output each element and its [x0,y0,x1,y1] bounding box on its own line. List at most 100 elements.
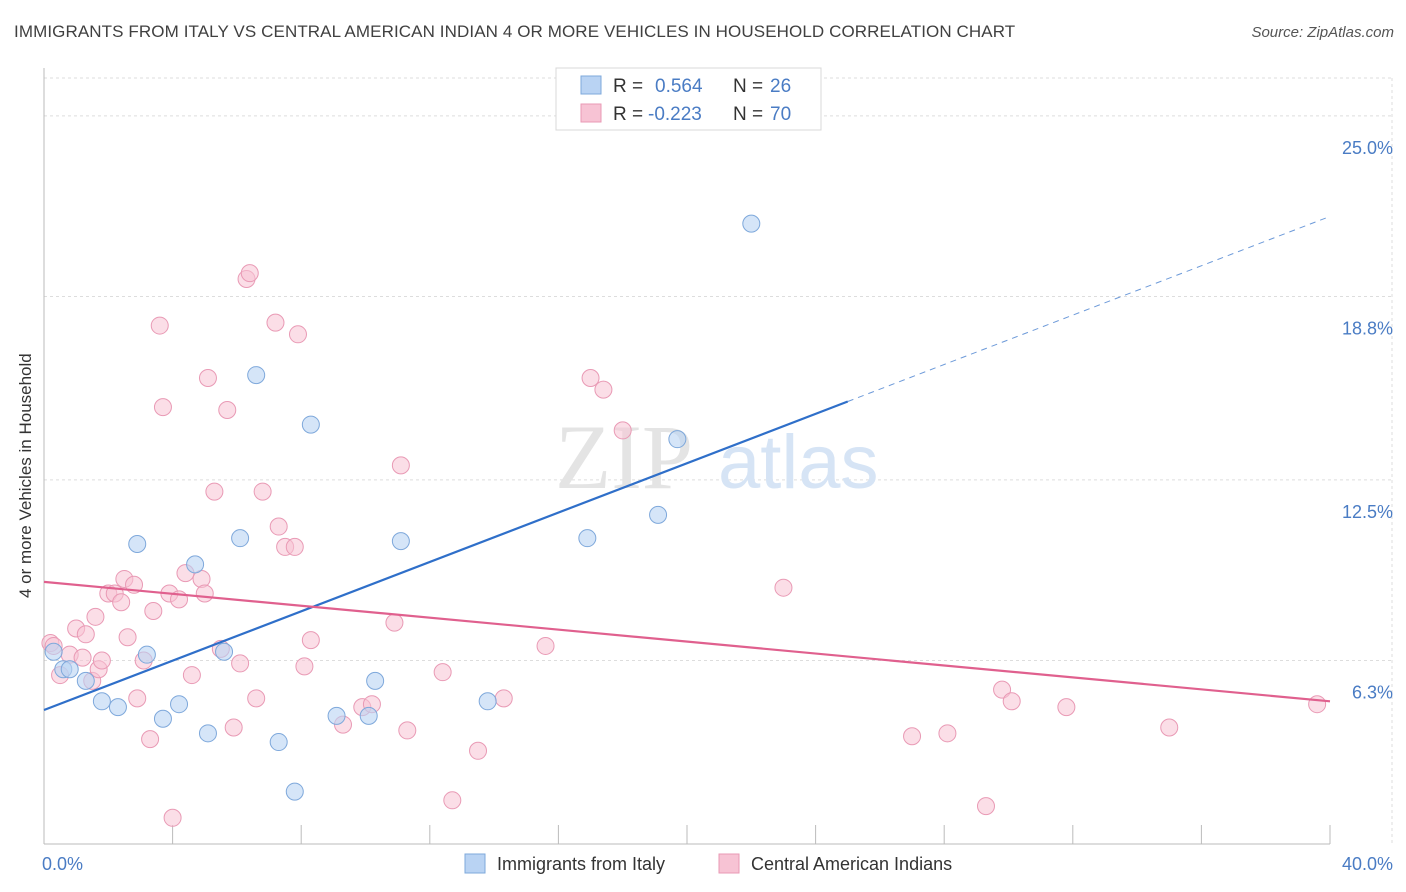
cai-point-37 [240,264,259,283]
x-tick-labels: 0.0% 40.0% [42,854,1393,874]
cai-point-22 [153,398,172,417]
cai-point-59 [594,380,613,399]
legend-n-label-cai: N = [733,104,763,125]
cai-point-21 [150,316,169,335]
italy-point-16 [285,782,304,801]
x-tick-label-1: 40.0% [1342,854,1393,874]
cai-point-46 [301,631,320,650]
cai-point-20 [144,601,163,620]
italy-point-2 [60,660,79,679]
cai-point-29 [195,584,214,603]
cai-point-34 [224,718,243,737]
italy-point-14 [247,366,266,385]
italy-point-5 [108,698,127,717]
cai-point-27 [182,666,201,685]
trend-lines [43,215,1331,712]
italy-point-4 [92,692,111,711]
italy-point-13 [231,529,250,548]
axes [43,68,1331,845]
legend-r-label-italy: R = [613,76,643,97]
cai-point-43 [285,537,304,556]
cai-point-50 [385,613,404,632]
legend-r-value-cai: -0.223 [648,104,702,125]
watermark-zip: ZIP [555,406,693,508]
italy-trend-line [43,400,849,712]
cai-point-65 [993,680,1012,699]
x-tick-label-0: 0.0% [42,854,83,874]
italy-point-17 [301,415,320,434]
italy-point-19 [359,706,378,725]
cai-point-39 [253,482,272,501]
legend-swatch-cai [580,103,602,123]
watermark-atlas: atlas [718,420,879,505]
cai-point-58 [581,368,600,387]
cai-trend-line [43,580,1331,703]
cai-point-52 [398,721,417,740]
cai-point-6 [76,625,95,644]
y-tick-labels: 6.3% 12.5% 18.8% 25.0% [1342,138,1393,703]
italy-point-24 [649,505,668,524]
chart-title: IMMIGRANTS FROM ITALY VS CENTRAL AMERICA… [14,22,1016,41]
italy-trend-extension [847,215,1331,402]
cai-point-62 [903,727,922,746]
cai-point-41 [269,517,288,536]
cai-point-35 [231,654,250,673]
italy-point-26 [742,214,761,233]
cai-point-45 [295,657,314,676]
cai-point-13 [112,593,131,612]
legend-r-label-cai: R = [613,104,643,125]
y-tick-label-3: 25.0% [1342,138,1393,158]
cai-point-67 [1057,698,1076,717]
italy-point-23 [578,529,597,548]
cai-point-69 [1308,695,1327,714]
italy-point-12 [215,642,234,661]
cai-point-51 [391,456,410,475]
series-legend-swatch-italy [464,853,486,874]
cai-point-64 [976,797,995,816]
italy-point-20 [366,671,385,690]
cai-point-5 [73,648,92,667]
italy-point-10 [186,555,205,574]
italy-point-25 [668,430,687,449]
cai-point-63 [938,724,957,743]
series-legend-label-italy: Immigrants from Italy [497,854,665,874]
italy-point-6 [128,535,147,554]
italy-point-8 [153,709,172,728]
cai-point-54 [443,791,462,810]
series-immigrants-from-italy [44,214,761,801]
legend-n-value-cai: 70 [770,104,791,125]
zipatlas-watermark: ZIP atlas [555,406,879,508]
cai-point-19 [141,730,160,749]
cai-point-55 [469,741,488,760]
italy-point-0 [44,642,63,661]
italy-point-18 [327,706,346,725]
cai-point-10 [92,651,111,670]
legend-r-value-italy: 0.564 [655,76,703,97]
series-legend-label-cai: Central American Indians [751,854,952,874]
cai-point-8 [86,607,105,626]
cai-point-24 [163,808,182,827]
cai-point-17 [128,689,147,708]
cai-point-57 [536,636,555,655]
italy-point-22 [478,692,497,711]
cai-point-38 [247,689,266,708]
series-legend-swatch-cai [718,853,740,874]
y-tick-label-2: 18.8% [1342,318,1393,338]
cai-point-66 [1002,692,1021,711]
legend-n-label-italy: N = [733,76,763,97]
cai-point-61 [774,578,793,597]
cai-point-68 [1160,718,1179,737]
correlation-legend: R = 0.564 N = 26 R = -0.223 N = 70 [555,67,822,131]
chart-source: Source: ZipAtlas.com [1251,24,1394,41]
cai-point-60 [613,421,632,440]
cai-point-15 [118,628,137,647]
cai-point-30 [198,368,217,387]
y-tick-label-0: 6.3% [1352,683,1393,703]
italy-point-3 [76,671,95,690]
legend-swatch-italy [580,75,602,95]
cai-point-53 [433,663,452,682]
italy-point-9 [170,695,189,714]
italy-point-15 [269,733,288,752]
italy-point-7 [137,645,156,664]
